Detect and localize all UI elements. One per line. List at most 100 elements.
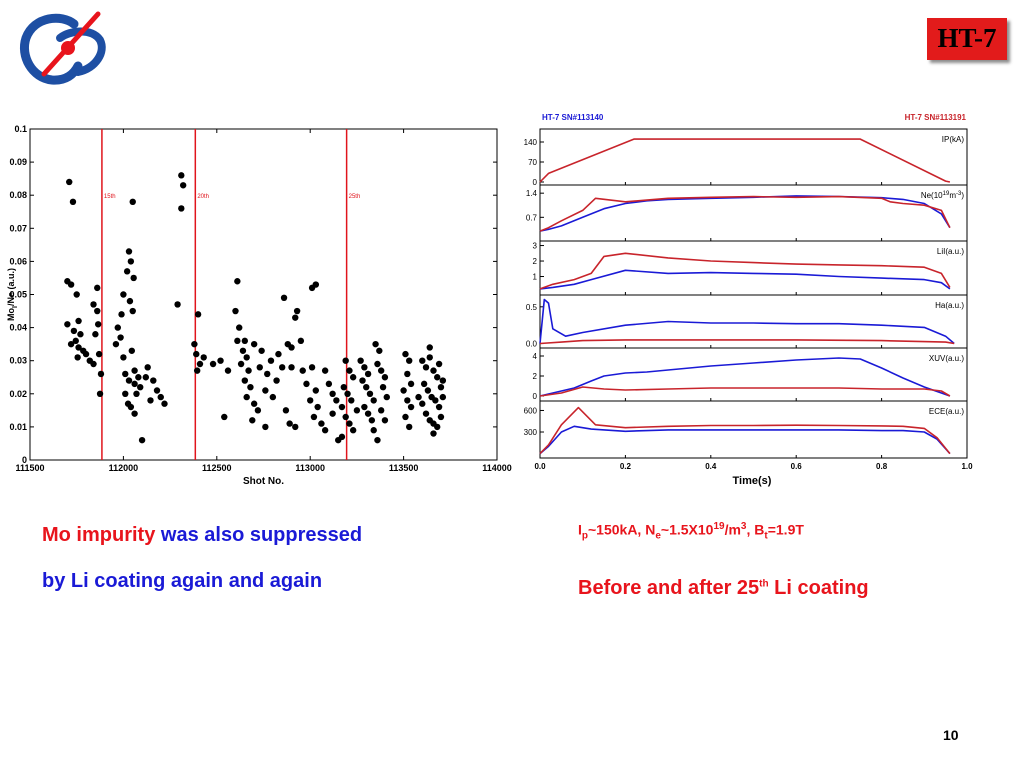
param-bt-value: =1.9T bbox=[767, 521, 804, 538]
y-tick-label: 0.03 bbox=[9, 356, 27, 366]
data-point bbox=[292, 314, 299, 321]
before-after-sup: th bbox=[759, 578, 769, 590]
caption-before-after: Before and after 25th Li coating bbox=[578, 577, 869, 600]
data-point bbox=[426, 354, 433, 361]
data-point bbox=[69, 198, 77, 206]
data-point bbox=[349, 374, 357, 381]
data-point bbox=[349, 427, 357, 434]
data-point bbox=[402, 350, 409, 358]
data-point bbox=[138, 436, 146, 444]
data-point bbox=[288, 344, 295, 351]
data-point bbox=[131, 380, 138, 388]
data-point bbox=[193, 367, 201, 374]
data-point bbox=[174, 301, 181, 308]
data-point bbox=[112, 340, 120, 348]
data-point bbox=[346, 420, 353, 427]
scatter-frame bbox=[29, 128, 498, 461]
data-point bbox=[303, 380, 310, 388]
data-point bbox=[344, 390, 351, 397]
param-bt-sub: t bbox=[764, 530, 768, 542]
data-point bbox=[232, 307, 239, 315]
caption-left-line1: Mo impurity was also suppressed bbox=[42, 524, 362, 547]
y-tick-label: 1 bbox=[533, 273, 538, 282]
data-point bbox=[221, 413, 228, 421]
caption-suppressed: was also suppressed bbox=[160, 524, 363, 546]
data-point bbox=[424, 387, 432, 394]
param-ne-exp: 19 bbox=[713, 521, 725, 532]
data-point bbox=[361, 364, 368, 371]
data-point bbox=[275, 350, 282, 358]
data-point bbox=[381, 417, 389, 424]
data-point bbox=[153, 387, 161, 394]
data-point bbox=[366, 390, 374, 397]
data-point bbox=[321, 367, 329, 374]
data-point bbox=[67, 340, 75, 348]
data-point bbox=[128, 347, 136, 354]
data-point bbox=[245, 367, 252, 374]
data-point bbox=[66, 178, 73, 186]
y-tick-label: 300 bbox=[524, 428, 538, 437]
trace-113140 bbox=[539, 195, 951, 232]
data-point bbox=[256, 364, 263, 371]
param-unit-exp: 3 bbox=[740, 521, 747, 532]
x-tick-label: 1.0 bbox=[961, 462, 973, 471]
y-tick-label: 70 bbox=[528, 158, 537, 167]
data-point bbox=[130, 274, 137, 282]
badge-text: HT-7 bbox=[937, 23, 997, 53]
data-point bbox=[297, 337, 305, 345]
y-axis-title: MoI/Ne (a.u.) bbox=[6, 268, 19, 321]
panel-frame bbox=[539, 128, 968, 186]
y-tick-label: 0.05 bbox=[9, 290, 27, 300]
data-point bbox=[420, 380, 428, 388]
y-tick-label: 0.04 bbox=[9, 323, 27, 333]
data-point bbox=[269, 393, 277, 401]
data-point bbox=[357, 357, 364, 364]
trace-113140 bbox=[539, 269, 951, 290]
data-point bbox=[96, 390, 104, 397]
data-point bbox=[64, 321, 71, 328]
panel-1: 0 70 140 IP(kA) bbox=[524, 128, 968, 187]
data-point bbox=[117, 334, 124, 341]
x-tick-label: 112000 bbox=[109, 463, 139, 473]
panel-label: XUV(a.u.) bbox=[929, 354, 964, 363]
trace-113140 bbox=[539, 357, 951, 397]
panel-label: Ha(a.u.) bbox=[935, 301, 964, 310]
data-point bbox=[333, 397, 340, 404]
data-point bbox=[250, 400, 258, 407]
y-tick-label: 0.1 bbox=[14, 124, 27, 134]
data-point bbox=[307, 397, 314, 404]
data-point bbox=[282, 407, 290, 414]
param-ne-value: ~1.5X10 bbox=[660, 521, 714, 538]
y-tick-label: 0.09 bbox=[9, 157, 27, 167]
caption-left-line2: by Li coating again and again bbox=[42, 570, 323, 592]
data-point bbox=[75, 344, 82, 351]
data-point bbox=[368, 417, 376, 424]
trace-113191 bbox=[539, 138, 951, 183]
data-point bbox=[374, 360, 381, 368]
param-unit: /m bbox=[724, 521, 741, 538]
data-point bbox=[406, 357, 413, 364]
data-point bbox=[237, 360, 245, 368]
data-point bbox=[82, 350, 90, 358]
param-ne: ~150kA, N bbox=[588, 521, 656, 538]
y-tick-label: 1.4 bbox=[526, 189, 538, 198]
y-tick-label: 0.08 bbox=[9, 190, 27, 200]
coating-label: 25th bbox=[349, 194, 361, 200]
data-point bbox=[338, 433, 346, 441]
data-point bbox=[312, 281, 320, 288]
data-point bbox=[94, 307, 101, 315]
data-point bbox=[217, 357, 224, 364]
data-point bbox=[430, 430, 437, 437]
data-point bbox=[94, 321, 102, 328]
x-tick-label: 114000 bbox=[482, 463, 512, 473]
data-point bbox=[90, 301, 97, 308]
x-tick-label: 113000 bbox=[295, 463, 325, 473]
data-point bbox=[377, 407, 385, 414]
data-point bbox=[254, 407, 262, 414]
data-point bbox=[236, 324, 243, 331]
data-point bbox=[161, 400, 168, 407]
data-point bbox=[258, 347, 265, 354]
x-tick-label: 0.6 bbox=[791, 462, 803, 471]
li-coating-text: Li coating bbox=[768, 577, 869, 599]
caption-parameters: Ip~150kA, Ne~1.5X1019/m3, Bt=1.9T bbox=[578, 521, 804, 541]
